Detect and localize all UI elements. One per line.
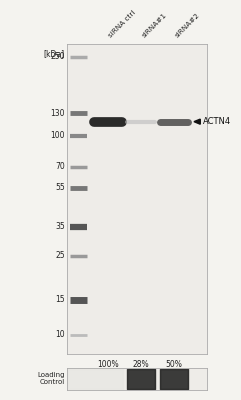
Text: siRNA ctrl: siRNA ctrl [108,9,137,38]
Text: 70: 70 [55,162,65,171]
Text: ACTN4: ACTN4 [203,117,231,126]
Polygon shape [194,119,200,124]
Text: [kDa]: [kDa] [44,49,65,58]
Text: 100%: 100% [97,360,119,369]
Text: 55: 55 [55,183,65,192]
Text: 15: 15 [55,295,65,304]
Text: Loading
Control: Loading Control [37,372,65,386]
Text: siRNA#2: siRNA#2 [174,11,201,38]
Text: 35: 35 [55,222,65,231]
Text: 250: 250 [50,52,65,61]
Text: 10: 10 [55,330,65,339]
Text: 50%: 50% [166,360,182,369]
Text: siRNA#1: siRNA#1 [141,11,168,38]
Text: 28%: 28% [133,360,149,369]
Text: 100: 100 [50,132,65,140]
Text: 130: 130 [50,109,65,118]
Text: 25: 25 [55,251,65,260]
